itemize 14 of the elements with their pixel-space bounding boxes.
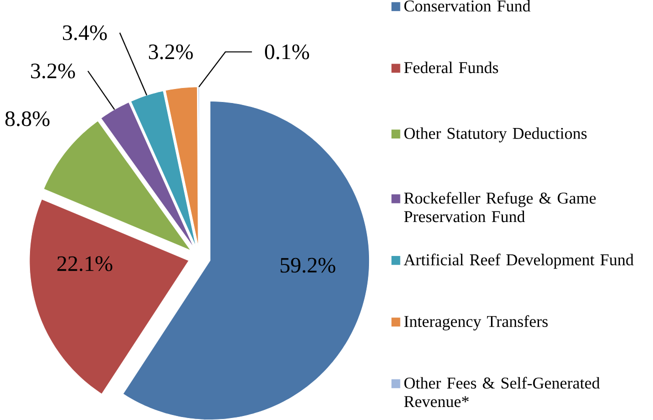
legend-label: Federal Funds: [404, 62, 498, 74]
data-label: 3.2%: [31, 64, 75, 78]
data-label: 3.4%: [62, 25, 107, 40]
legend-label: Conservation Fund: [404, 0, 530, 12]
legend-label: Artificial Reef Development Fund: [404, 254, 634, 269]
data-label: 0.1%: [264, 44, 310, 60]
legend-label: Interagency Transfers: [404, 315, 548, 330]
legend-label: Other Statutory Deductions: [404, 127, 587, 142]
data-label: 8.8%: [5, 111, 50, 126]
data-label: 22.1%: [57, 256, 112, 272]
data-label: 3.2%: [148, 44, 193, 60]
legend-label: Other Fees & Self-Generated Revenue*: [404, 376, 600, 408]
legend-label: Rockefeller Refuge & Game Preservation Fund: [404, 192, 596, 222]
data-label: 59.2%: [280, 258, 336, 273]
